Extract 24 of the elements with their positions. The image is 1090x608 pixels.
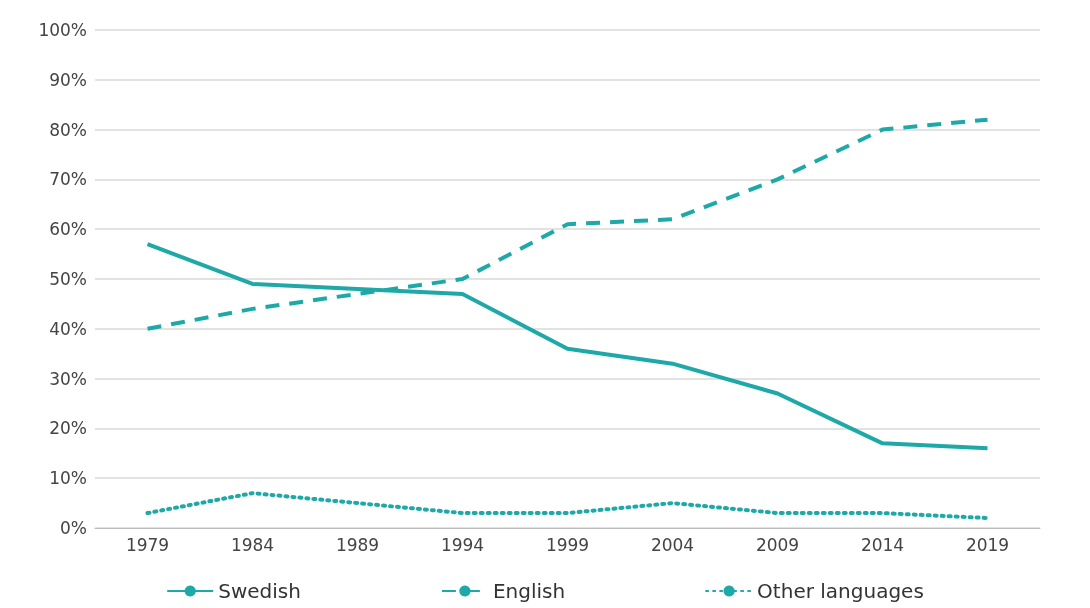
y-tick-label: 50% (49, 269, 87, 289)
x-tick-label: 1984 (230, 534, 275, 555)
x-tick-label: 2004 (650, 534, 695, 555)
x-tick-label: 1994 (440, 534, 485, 555)
legend-label: English (492, 579, 566, 603)
y-tick-label: 0% (60, 518, 87, 538)
x-tick-label: 1989 (335, 534, 380, 555)
x-tick-label: 1999 (545, 534, 590, 555)
y-tick-label: 90% (49, 69, 87, 90)
y-tick-label: 70% (49, 169, 87, 190)
line-series (145, 491, 990, 521)
y-tick-label: 10% (49, 468, 87, 489)
y-tick-label: 60% (49, 219, 87, 240)
y-tick-label: 40% (49, 318, 87, 339)
y-tick-label: 30% (49, 368, 87, 389)
x-tick-label: 2014 (860, 534, 905, 555)
y-tick-label: 20% (49, 418, 87, 439)
y-tick-label: 100% (38, 20, 87, 40)
legend-label: Swedish (218, 579, 301, 603)
y-tick-label: 80% (49, 119, 87, 140)
x-tick-label: 1979 (125, 534, 170, 555)
x-tick-label: 2019 (965, 534, 1010, 555)
x-tick-label: 2009 (755, 534, 800, 555)
legend-label: Other languages (757, 579, 924, 603)
